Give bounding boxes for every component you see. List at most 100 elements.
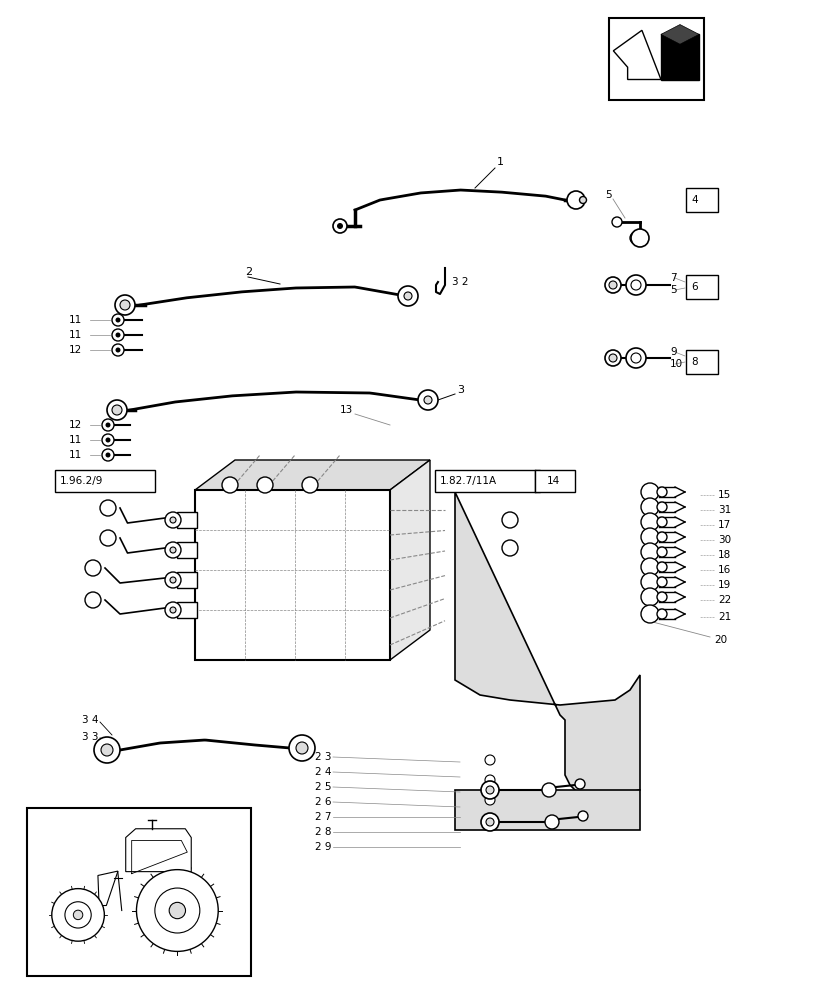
Text: 2 3: 2 3 xyxy=(314,752,331,762)
Circle shape xyxy=(501,540,518,556)
Circle shape xyxy=(544,815,558,829)
Circle shape xyxy=(136,870,218,951)
Polygon shape xyxy=(126,829,191,872)
Circle shape xyxy=(485,775,495,785)
Circle shape xyxy=(605,277,620,293)
Circle shape xyxy=(630,229,648,247)
Circle shape xyxy=(222,477,237,493)
Circle shape xyxy=(120,300,130,310)
Bar xyxy=(195,490,390,660)
Text: 2 5: 2 5 xyxy=(314,782,331,792)
Circle shape xyxy=(52,889,104,941)
Circle shape xyxy=(656,592,667,602)
Text: 15: 15 xyxy=(717,490,730,500)
Text: 5: 5 xyxy=(669,285,676,295)
Circle shape xyxy=(398,286,418,306)
Circle shape xyxy=(101,744,112,756)
Text: 2 6: 2 6 xyxy=(314,797,331,807)
Circle shape xyxy=(485,818,494,826)
Circle shape xyxy=(169,902,185,919)
Circle shape xyxy=(605,350,620,366)
Circle shape xyxy=(566,191,585,209)
Circle shape xyxy=(112,314,124,326)
Circle shape xyxy=(155,888,199,933)
Circle shape xyxy=(102,434,114,446)
Circle shape xyxy=(485,786,494,794)
Circle shape xyxy=(295,742,308,754)
Circle shape xyxy=(640,543,658,561)
Circle shape xyxy=(611,217,621,227)
Circle shape xyxy=(115,348,121,353)
Bar xyxy=(27,808,251,976)
Text: 10: 10 xyxy=(669,359,682,369)
Circle shape xyxy=(485,755,495,765)
Circle shape xyxy=(105,422,110,428)
Bar xyxy=(686,350,717,374)
Circle shape xyxy=(170,577,176,583)
Polygon shape xyxy=(660,25,698,44)
Circle shape xyxy=(656,532,667,542)
Text: 1.82.7/11A: 1.82.7/11A xyxy=(439,476,496,486)
Circle shape xyxy=(115,332,121,338)
Polygon shape xyxy=(613,30,660,80)
Circle shape xyxy=(165,542,181,558)
Circle shape xyxy=(302,477,318,493)
Bar xyxy=(177,572,197,588)
Circle shape xyxy=(65,902,91,928)
Circle shape xyxy=(625,275,645,295)
Circle shape xyxy=(501,512,518,528)
Circle shape xyxy=(640,528,658,546)
Text: 2 4: 2 4 xyxy=(314,767,331,777)
Circle shape xyxy=(337,223,342,229)
Text: 8: 8 xyxy=(691,357,697,367)
Circle shape xyxy=(656,609,667,619)
Circle shape xyxy=(542,783,555,797)
Text: 3: 3 xyxy=(457,385,463,395)
Text: 4: 4 xyxy=(691,195,697,205)
Bar xyxy=(177,542,197,558)
Circle shape xyxy=(105,438,110,442)
Circle shape xyxy=(100,530,116,546)
Text: 12: 12 xyxy=(69,345,82,355)
Circle shape xyxy=(625,348,645,368)
Circle shape xyxy=(640,605,658,623)
Text: 5: 5 xyxy=(605,190,611,200)
Text: 3 3: 3 3 xyxy=(82,732,98,742)
Polygon shape xyxy=(104,861,218,911)
Bar xyxy=(608,18,703,100)
Text: 12: 12 xyxy=(69,420,82,430)
Polygon shape xyxy=(455,790,639,830)
Text: 16: 16 xyxy=(717,565,730,575)
Circle shape xyxy=(609,281,616,289)
Text: 2 9: 2 9 xyxy=(314,842,331,852)
Text: 6: 6 xyxy=(691,282,697,292)
Circle shape xyxy=(85,592,101,608)
Circle shape xyxy=(640,573,658,591)
Bar xyxy=(177,602,197,618)
Text: 9: 9 xyxy=(669,347,676,357)
Circle shape xyxy=(332,219,347,233)
Text: 2: 2 xyxy=(245,267,251,277)
Bar xyxy=(534,470,574,492)
Circle shape xyxy=(289,735,314,761)
Circle shape xyxy=(102,419,114,431)
Circle shape xyxy=(170,547,176,553)
Circle shape xyxy=(656,547,667,557)
Circle shape xyxy=(423,396,432,404)
Text: 1: 1 xyxy=(496,157,504,167)
Circle shape xyxy=(656,487,667,497)
Polygon shape xyxy=(660,34,698,80)
Circle shape xyxy=(85,560,101,576)
Polygon shape xyxy=(455,492,639,795)
Text: 30: 30 xyxy=(717,535,730,545)
Polygon shape xyxy=(195,460,429,490)
Polygon shape xyxy=(390,460,429,660)
Text: 2 7: 2 7 xyxy=(314,812,331,822)
Bar xyxy=(434,470,539,492)
Circle shape xyxy=(630,280,640,290)
Circle shape xyxy=(74,910,83,920)
Circle shape xyxy=(256,477,273,493)
Circle shape xyxy=(115,318,121,322)
Circle shape xyxy=(656,517,667,527)
Bar xyxy=(686,188,717,212)
